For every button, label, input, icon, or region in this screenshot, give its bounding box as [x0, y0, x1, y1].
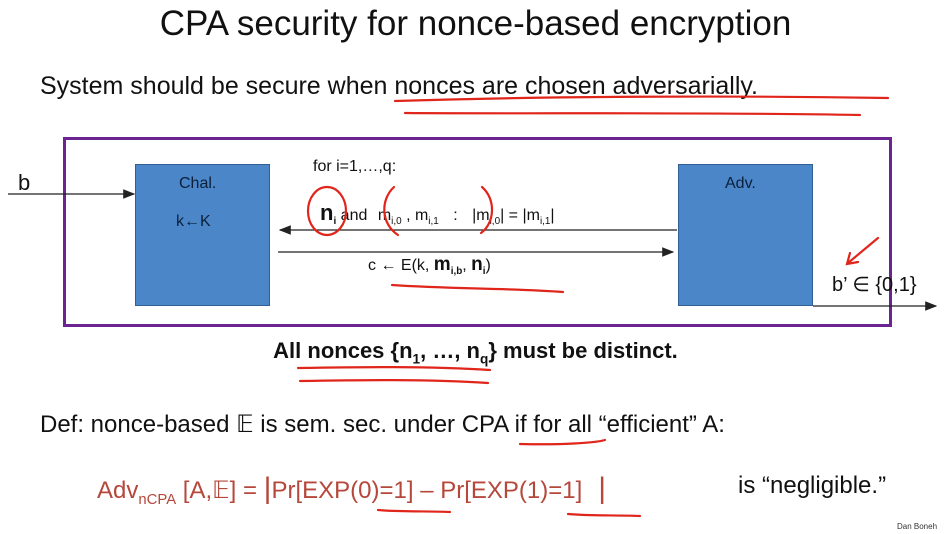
- response-sep: ,: [462, 257, 472, 274]
- distinct-underline-2: [298, 379, 490, 385]
- output-bit-label: b’ ∈ {0,1}: [832, 274, 917, 296]
- distinct-sub1: 1: [412, 351, 421, 367]
- distinct-prefix: All nonces {n: [273, 338, 413, 363]
- distinct-middle: , …, n: [420, 338, 480, 363]
- response-line: c ← E(k, mi,b, ni): [368, 254, 491, 277]
- slide-subtitle: System should be secure when nonces are …: [40, 72, 758, 100]
- response-m-sub: i,b: [450, 266, 463, 278]
- ciphertext-underline: [390, 283, 565, 294]
- abs-bar-close: |: [598, 472, 607, 505]
- m1-base: m: [414, 207, 429, 224]
- m1-sub: i,1: [428, 216, 439, 228]
- query-line: ni and mi,0 , mi,1 : |mi,0| = |mi,1|: [320, 200, 555, 227]
- colon: :: [453, 207, 458, 224]
- experiment-frame: [63, 137, 892, 327]
- distinct-suffix: } must be distinct.: [488, 338, 678, 363]
- output-arrow-mark-head: [845, 251, 860, 266]
- nonce-circle: [306, 185, 348, 237]
- len-sub-1: i,1: [539, 216, 551, 228]
- len-eq-2: | = |m: [500, 207, 540, 224]
- nonce-sub: i: [333, 216, 337, 228]
- definition-symbol: 𝔼: [236, 411, 254, 438]
- loop-label: for i=1,…,q:: [313, 158, 397, 175]
- output-arrow-mark: [846, 236, 880, 265]
- exp1-underline: [566, 512, 642, 518]
- adv-expression: Pr[EXP(0)=1] – Pr[EXP(1)=1]: [271, 477, 583, 504]
- adversary-box: [678, 164, 813, 306]
- adv-symbol: Adv: [97, 477, 139, 504]
- challenger-box: [135, 164, 270, 306]
- and-text: and: [340, 207, 368, 224]
- cpa-underline: [518, 438, 607, 446]
- response-close: ): [485, 257, 491, 274]
- handwritten-annotations: [296, 95, 890, 518]
- challenger-label: Chal.: [179, 175, 217, 192]
- nonce-n: n: [320, 200, 334, 225]
- response-n-sub: i: [482, 266, 486, 278]
- message-left-paren: [383, 185, 400, 237]
- len-sub-0: i,0: [489, 216, 501, 228]
- subtitle-underline-2: [403, 111, 862, 117]
- message-right-paren: [479, 185, 494, 235]
- abs-bar-open: |: [263, 472, 272, 505]
- advantage-formula: AdvnCPA [A,𝔼] = |Pr[EXP(0)=1] – Pr[EXP(1…: [97, 472, 606, 508]
- m0-sub: i,0: [391, 216, 402, 228]
- adv-args: [A,𝔼] =: [176, 477, 264, 504]
- slide-title: CPA security for nonce-based encryption: [159, 4, 792, 43]
- distinct-subq: q: [480, 351, 489, 367]
- response-m: m: [433, 254, 451, 275]
- author-credit: Dan Boneh: [897, 522, 938, 531]
- len-eq-1: |m: [472, 207, 490, 224]
- exp0-underline: [376, 508, 452, 514]
- definition-line: Def: nonce-based 𝔼 is sem. sec. under CP…: [40, 410, 725, 439]
- comma: ,: [401, 207, 415, 224]
- adv-sub: nCPA: [138, 491, 177, 508]
- len-eq-3: |: [550, 207, 555, 224]
- subtitle-underline: [393, 95, 890, 103]
- definition-prefix: Def: nonce-based: [40, 411, 237, 438]
- distinct-nonces-statement: All nonces {n1, …, nq} must be distinct.: [0, 338, 951, 366]
- definition-suffix: is sem. sec. under CPA if for all “effic…: [253, 411, 725, 438]
- negligible-label: is “negligible.”: [738, 472, 887, 499]
- input-bit-label: b: [18, 170, 31, 195]
- key-label: k←K: [176, 213, 211, 230]
- response-prefix: c ← E(k,: [368, 257, 434, 274]
- response-n: n: [471, 254, 483, 275]
- adversary-label: Adv.: [725, 175, 756, 192]
- distinct-underline: [296, 366, 492, 372]
